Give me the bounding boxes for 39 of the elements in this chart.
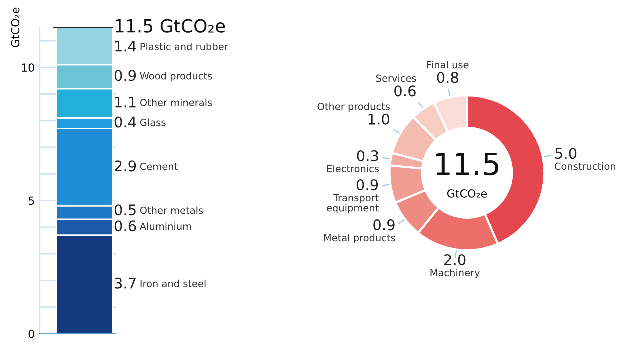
y-tick-label: 0 (28, 330, 34, 338)
text: GtCO₂e (447, 190, 487, 198)
slice-label: Electronics (327, 165, 380, 173)
y-axis-title: GtCO₂e (11, 8, 20, 48)
data-label: 1.0 (368, 114, 390, 125)
text: Iron and steel (140, 280, 206, 288)
text: Glass (140, 118, 166, 126)
data-label: 0.6 (394, 86, 416, 97)
text: Wood products (140, 72, 212, 82)
slice-label: Metal products (324, 234, 396, 244)
slice-label: Construction (554, 162, 616, 170)
data-label: 1.4 (116, 41, 136, 52)
data-label: 0.5 (114, 204, 136, 216)
text: Other metals (140, 206, 204, 214)
y-tick-label: 10 (22, 64, 34, 72)
data-label: 5.0 (556, 148, 577, 160)
slice-label: Transport equipment (327, 194, 379, 214)
text: Other minerals (140, 98, 212, 106)
total-label: 11.5 GtCO₂e (116, 19, 226, 33)
slice-label: Services (376, 74, 416, 82)
text: Cement (140, 162, 178, 170)
text: Aluminium (140, 222, 192, 230)
data-label: 0.3 (357, 150, 378, 162)
data-label: 3.7 (115, 278, 136, 289)
data-label: 2.0 (444, 254, 466, 266)
data-label: 0.8 (437, 72, 458, 84)
data-label: 1.1 (116, 96, 136, 108)
data-label: 0.9 (374, 220, 395, 231)
slice-label: Final use (427, 61, 469, 69)
data-label: 2.9 (114, 160, 136, 172)
data-label: 0.9 (356, 180, 378, 191)
text: 11.5 (436, 152, 499, 176)
text: Plastic and rubber (140, 42, 228, 50)
slice-label: Machinery (430, 269, 480, 278)
y-tick-label: 5 (28, 196, 34, 206)
data-label: 0.9 (114, 70, 136, 82)
data-label: 0.6 (114, 220, 136, 232)
data-label: 0.4 (114, 116, 136, 128)
slice-label: Other products (318, 102, 390, 112)
